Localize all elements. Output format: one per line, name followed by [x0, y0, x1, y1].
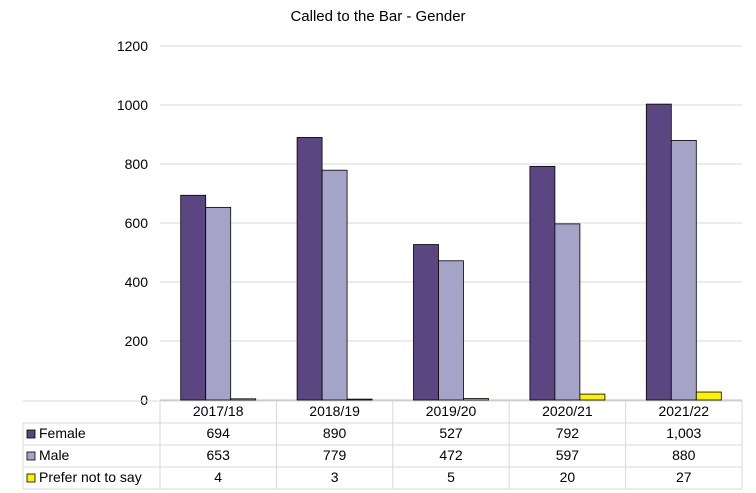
legend-key [26, 429, 36, 439]
y-tick-label: 0 [140, 392, 148, 408]
data-label: 5 [447, 469, 455, 485]
data-label: 779 [323, 447, 347, 463]
data-label: 3 [331, 469, 339, 485]
bar-prefer-not-to-say [463, 398, 489, 401]
data-label: 27 [676, 469, 692, 485]
y-tick-label: 800 [125, 156, 149, 172]
bar-female [296, 137, 323, 401]
data-label: 880 [672, 447, 696, 463]
bars [180, 103, 722, 401]
bar-prefer-not-to-say [695, 391, 722, 401]
y-tick-label: 600 [125, 215, 149, 231]
x-tick-label: 2017/18 [193, 403, 244, 419]
y-tick-label: 200 [125, 333, 149, 349]
legend-label: Prefer not to say [39, 469, 142, 485]
data-label: 890 [323, 425, 347, 441]
legend-key [26, 451, 36, 461]
bar-female [645, 103, 672, 401]
bar-female [180, 194, 207, 401]
bar-male [321, 169, 348, 401]
bar-prefer-not-to-say [230, 398, 257, 401]
bar-male [670, 139, 697, 401]
data-label: 653 [207, 447, 231, 463]
y-tick-label: 1200 [117, 38, 148, 54]
data-label: 527 [439, 425, 463, 441]
legend-label: Male [39, 447, 70, 463]
bar-female [529, 165, 556, 401]
x-tick-label: 2018/19 [309, 403, 360, 419]
data-label: 20 [560, 469, 576, 485]
bar-male [438, 260, 464, 401]
data-label: 4 [214, 469, 222, 485]
data-label: 472 [439, 447, 463, 463]
y-tick-label: 1000 [117, 97, 148, 113]
x-tick-label: 2021/22 [658, 403, 709, 419]
data-label: 1,003 [666, 425, 701, 441]
chart-title: Called to the Bar - Gender [290, 8, 466, 25]
legend-label: Female [39, 425, 86, 441]
y-axis: 0 200 400 600 800 1000 1200 [117, 38, 148, 408]
data-label: 792 [556, 425, 580, 441]
data-label: 694 [207, 425, 231, 441]
y-tick-label: 400 [125, 274, 149, 290]
bar-prefer-not-to-say [346, 398, 373, 401]
bar-male [554, 223, 581, 401]
x-tick-label: 2020/21 [542, 403, 593, 419]
data-table: 2017/18 2018/19 2019/20 2020/21 2021/22 Femal… [22, 400, 743, 490]
data-label: 597 [556, 447, 580, 463]
legend-key [26, 473, 36, 483]
bar-male [205, 206, 232, 401]
x-tick-label: 2019/20 [426, 403, 477, 419]
bar-prefer-not-to-say [579, 393, 606, 401]
bar-female [413, 244, 439, 401]
